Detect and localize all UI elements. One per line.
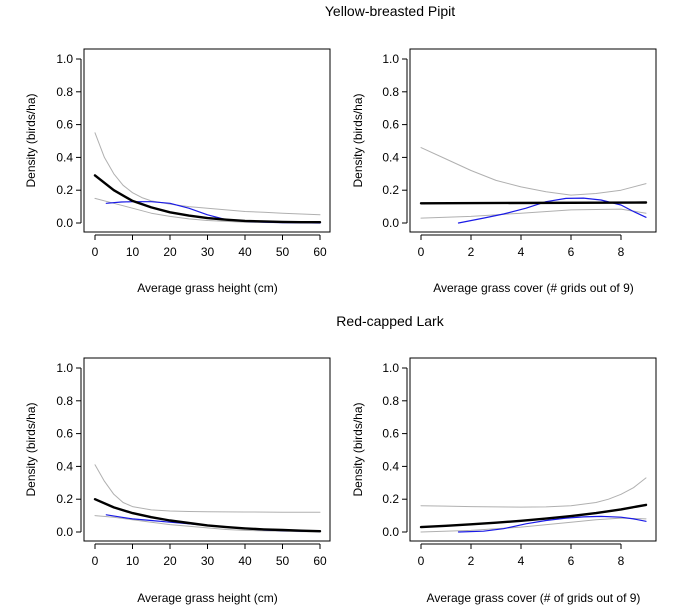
fitted-curve: [93, 498, 322, 533]
y-axis-label: Density (birds/ha): [351, 93, 365, 187]
y-tick-label: 0.4: [382, 459, 399, 473]
y-axis-label: Density (birds/ha): [24, 402, 38, 496]
x-axis-label: Average grass height (cm): [137, 591, 278, 605]
y-tick-label: 0.0: [56, 525, 73, 539]
x-tick-label: 2: [468, 554, 475, 568]
y-tick-label: 0.2: [56, 183, 73, 197]
upper-ci-line: [420, 477, 647, 508]
y-tick-label: 0.6: [56, 427, 73, 441]
lower-ci-line: [94, 515, 321, 533]
x-tick-label: 30: [201, 554, 215, 568]
y-tick-label: 0.4: [56, 150, 73, 164]
section-title-lark: Red-capped Lark: [336, 313, 444, 329]
x-tick-label: 4: [518, 554, 525, 568]
x-tick-label: 0: [92, 554, 99, 568]
x-tick-label: 40: [238, 554, 252, 568]
y-tick-label: 1.0: [382, 52, 399, 66]
y-tick-label: 0.6: [382, 118, 399, 132]
x-axis-label: Average grass cover (# grids out of 9): [433, 281, 634, 295]
upper-ci-line: [420, 147, 647, 196]
chart-panel-pipit-height: 0 10 20 30 40 50 60 0.0 0.2 0.4 0.6 0.8 1.0 Average g…: [24, 48, 331, 295]
x-tick-label: 10: [126, 245, 140, 259]
y-tick-label: 0.2: [382, 492, 399, 506]
chart-panel-pipit-cover: 0 2 4 6 8 0.0 0.2 0.4 0.6 0.8 1.0 Average grass cov…: [351, 48, 657, 295]
upper-ci-line: [94, 132, 321, 216]
y-tick-label: 0.6: [56, 118, 73, 132]
observed-line: [457, 515, 647, 533]
y-tick-label: 0.8: [382, 85, 399, 99]
y-tick-label: 0.8: [382, 394, 399, 408]
y-tick-label: 0.8: [56, 85, 73, 99]
y-tick-label: 1.0: [382, 361, 399, 375]
x-tick-label: 60: [313, 554, 327, 568]
plot-frame: [83, 48, 331, 233]
x-tick-label: 40: [238, 245, 252, 259]
plot-frame: [83, 357, 331, 542]
x-tick-label: 0: [92, 245, 99, 259]
chart-panel-lark-height: 0 10 20 30 40 50 60 0.0 0.2 0.4 0.6 0.8 1.0 Average g…: [24, 357, 331, 605]
upper-ci-line: [94, 464, 321, 513]
x-tick-label: 50: [276, 554, 290, 568]
lower-ci-line: [420, 517, 647, 533]
x-tick-label: 30: [201, 245, 215, 259]
y-tick-label: 0.4: [56, 459, 73, 473]
y-tick-label: 1.0: [56, 361, 73, 375]
y-tick-label: 0.6: [382, 427, 399, 441]
y-tick-label: 0.2: [56, 492, 73, 506]
fitted-curve: [419, 201, 648, 205]
y-tick-label: 1.0: [56, 52, 73, 66]
y-tick-label: 0.0: [382, 216, 399, 230]
x-tick-label: 20: [163, 554, 177, 568]
fitted-curve: [419, 503, 648, 529]
y-axis-label: Density (birds/ha): [24, 93, 38, 187]
observed-line: [105, 514, 321, 533]
fitted-curve: [93, 174, 322, 224]
x-axis-label: Average grass height (cm): [137, 281, 278, 295]
x-tick-label: 4: [518, 245, 525, 259]
y-tick-label: 0.8: [56, 394, 73, 408]
x-tick-label: 6: [568, 554, 575, 568]
y-tick-label: 0.0: [56, 216, 73, 230]
x-tick-label: 6: [568, 245, 575, 259]
x-tick-label: 60: [313, 245, 327, 259]
x-tick-label: 8: [618, 554, 625, 568]
y-tick-label: 0.4: [382, 150, 399, 164]
lower-ci-line: [420, 208, 647, 219]
x-tick-label: 50: [276, 245, 290, 259]
x-tick-label: 2: [468, 245, 475, 259]
y-axis-label: Density (birds/ha): [351, 402, 365, 496]
observed-line: [105, 201, 321, 224]
x-tick-label: 10: [126, 554, 140, 568]
observed-line: [457, 197, 647, 224]
x-tick-label: 8: [618, 245, 625, 259]
x-tick-label: 0: [418, 245, 425, 259]
y-tick-label: 0.0: [382, 525, 399, 539]
x-axis-label: Average grass cover (# of grids out of 9…: [427, 591, 641, 605]
plot-frame: [409, 357, 657, 542]
section-title-pipit: Yellow-breasted Pipit: [325, 3, 455, 19]
plot-frame: [409, 48, 657, 233]
x-tick-label: 20: [163, 245, 177, 259]
chart-panel-lark-cover: 0 2 4 6 8 0.0 0.2 0.4 0.6 0.8 1.0 Average grass cov…: [351, 357, 657, 605]
y-tick-label: 0.2: [382, 183, 399, 197]
x-tick-label: 0: [418, 554, 425, 568]
